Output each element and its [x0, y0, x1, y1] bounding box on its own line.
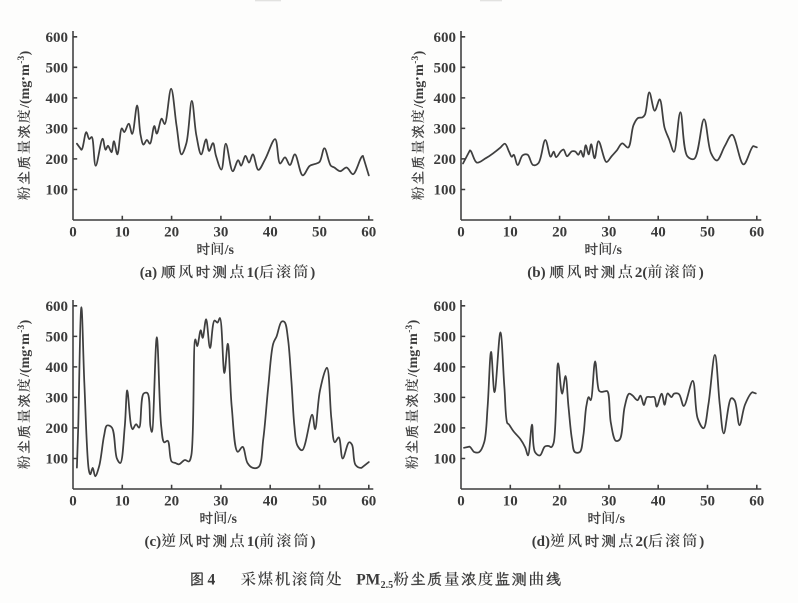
svg-text:-3: -3: [405, 325, 415, 333]
svg-text:0: 0: [457, 225, 465, 241]
svg-text:600: 600: [46, 30, 69, 46]
svg-text:300: 300: [46, 391, 69, 407]
svg-text:50: 50: [700, 494, 715, 510]
svg-text:PM: PM: [356, 572, 380, 589]
svg-text:m: m: [18, 333, 33, 345]
svg-text:•: •: [414, 77, 424, 80]
svg-text:200: 200: [46, 152, 69, 168]
svg-text:): ): [699, 265, 704, 281]
svg-text:): ): [18, 319, 33, 324]
svg-text:400: 400: [46, 360, 69, 376]
svg-text:2.5: 2.5: [381, 580, 394, 591]
svg-text:(a): (a): [140, 265, 158, 281]
svg-text:): ): [310, 265, 315, 281]
svg-text:(d): (d): [532, 534, 550, 550]
svg-text:1(: 1(: [247, 265, 260, 281]
svg-text:60: 60: [361, 494, 376, 510]
svg-text:m: m: [18, 64, 33, 76]
svg-text:20: 20: [164, 494, 179, 510]
svg-text:40: 40: [263, 494, 278, 510]
svg-text:-3: -3: [17, 56, 27, 64]
svg-text:(b): (b): [527, 265, 545, 281]
svg-text:0: 0: [69, 225, 77, 241]
svg-text:60: 60: [749, 494, 764, 510]
svg-text:600: 600: [46, 299, 69, 315]
svg-text:4: 4: [208, 572, 216, 589]
svg-text:30: 30: [601, 225, 616, 241]
svg-text:30: 30: [213, 225, 228, 241]
svg-text:600: 600: [434, 299, 457, 315]
svg-text:400: 400: [46, 91, 69, 107]
svg-text:): ): [406, 319, 421, 324]
svg-text:2(: 2(: [636, 534, 649, 550]
svg-text:100: 100: [46, 452, 69, 468]
svg-text:20: 20: [552, 494, 567, 510]
svg-text:-3: -3: [17, 325, 27, 333]
svg-text:300: 300: [434, 122, 457, 138]
svg-text:10: 10: [503, 225, 518, 241]
svg-text:200: 200: [434, 421, 457, 437]
svg-text:-3: -3: [411, 56, 421, 64]
svg-text:60: 60: [749, 225, 764, 241]
svg-text:•: •: [408, 346, 418, 349]
svg-text:400: 400: [434, 91, 457, 107]
svg-text:50: 50: [700, 225, 715, 241]
svg-text:600: 600: [434, 30, 457, 46]
svg-text:/(mg: /(mg: [18, 350, 33, 378]
svg-text:): ): [18, 50, 33, 55]
svg-text:/s: /s: [224, 243, 235, 258]
svg-text:m: m: [412, 64, 427, 76]
svg-text:): ): [311, 534, 316, 550]
svg-text:30: 30: [213, 494, 228, 510]
svg-text:/(mg: /(mg: [18, 81, 33, 109]
svg-text:200: 200: [434, 152, 457, 168]
svg-text:40: 40: [651, 494, 666, 510]
svg-text:1(: 1(: [247, 534, 260, 550]
svg-text:30: 30: [601, 494, 616, 510]
svg-text:10: 10: [503, 494, 518, 510]
svg-text:100: 100: [46, 183, 69, 199]
svg-text:•: •: [20, 346, 30, 349]
svg-text:500: 500: [434, 61, 457, 77]
svg-text:500: 500: [46, 61, 69, 77]
svg-text:300: 300: [434, 391, 457, 407]
svg-text:40: 40: [263, 225, 278, 241]
svg-text:500: 500: [46, 330, 69, 346]
svg-text:60: 60: [361, 225, 376, 241]
svg-text:100: 100: [434, 183, 457, 199]
svg-text:50: 50: [312, 494, 327, 510]
svg-text:10: 10: [115, 494, 130, 510]
svg-text:•: •: [20, 77, 30, 80]
svg-text:/(mg: /(mg: [406, 350, 421, 378]
svg-text:2(: 2(: [635, 265, 648, 281]
svg-text:50: 50: [312, 225, 327, 241]
svg-text:100: 100: [434, 452, 457, 468]
svg-text:/s: /s: [612, 243, 623, 258]
svg-text:300: 300: [46, 122, 69, 138]
svg-text:200: 200: [46, 421, 69, 437]
svg-text:/s: /s: [615, 512, 626, 527]
svg-text:0: 0: [69, 494, 77, 510]
svg-text:/(mg: /(mg: [412, 81, 427, 109]
svg-text:): ): [699, 534, 704, 550]
svg-text:/s: /s: [227, 512, 238, 527]
svg-text:40: 40: [651, 225, 666, 241]
svg-text:500: 500: [434, 330, 457, 346]
svg-text:): ): [412, 50, 427, 55]
svg-text:20: 20: [164, 225, 179, 241]
svg-text:400: 400: [434, 360, 457, 376]
svg-text:20: 20: [552, 225, 567, 241]
svg-text:(c): (c): [145, 534, 162, 550]
svg-text:m: m: [406, 333, 421, 345]
svg-text:10: 10: [115, 225, 130, 241]
svg-text:0: 0: [457, 494, 465, 510]
